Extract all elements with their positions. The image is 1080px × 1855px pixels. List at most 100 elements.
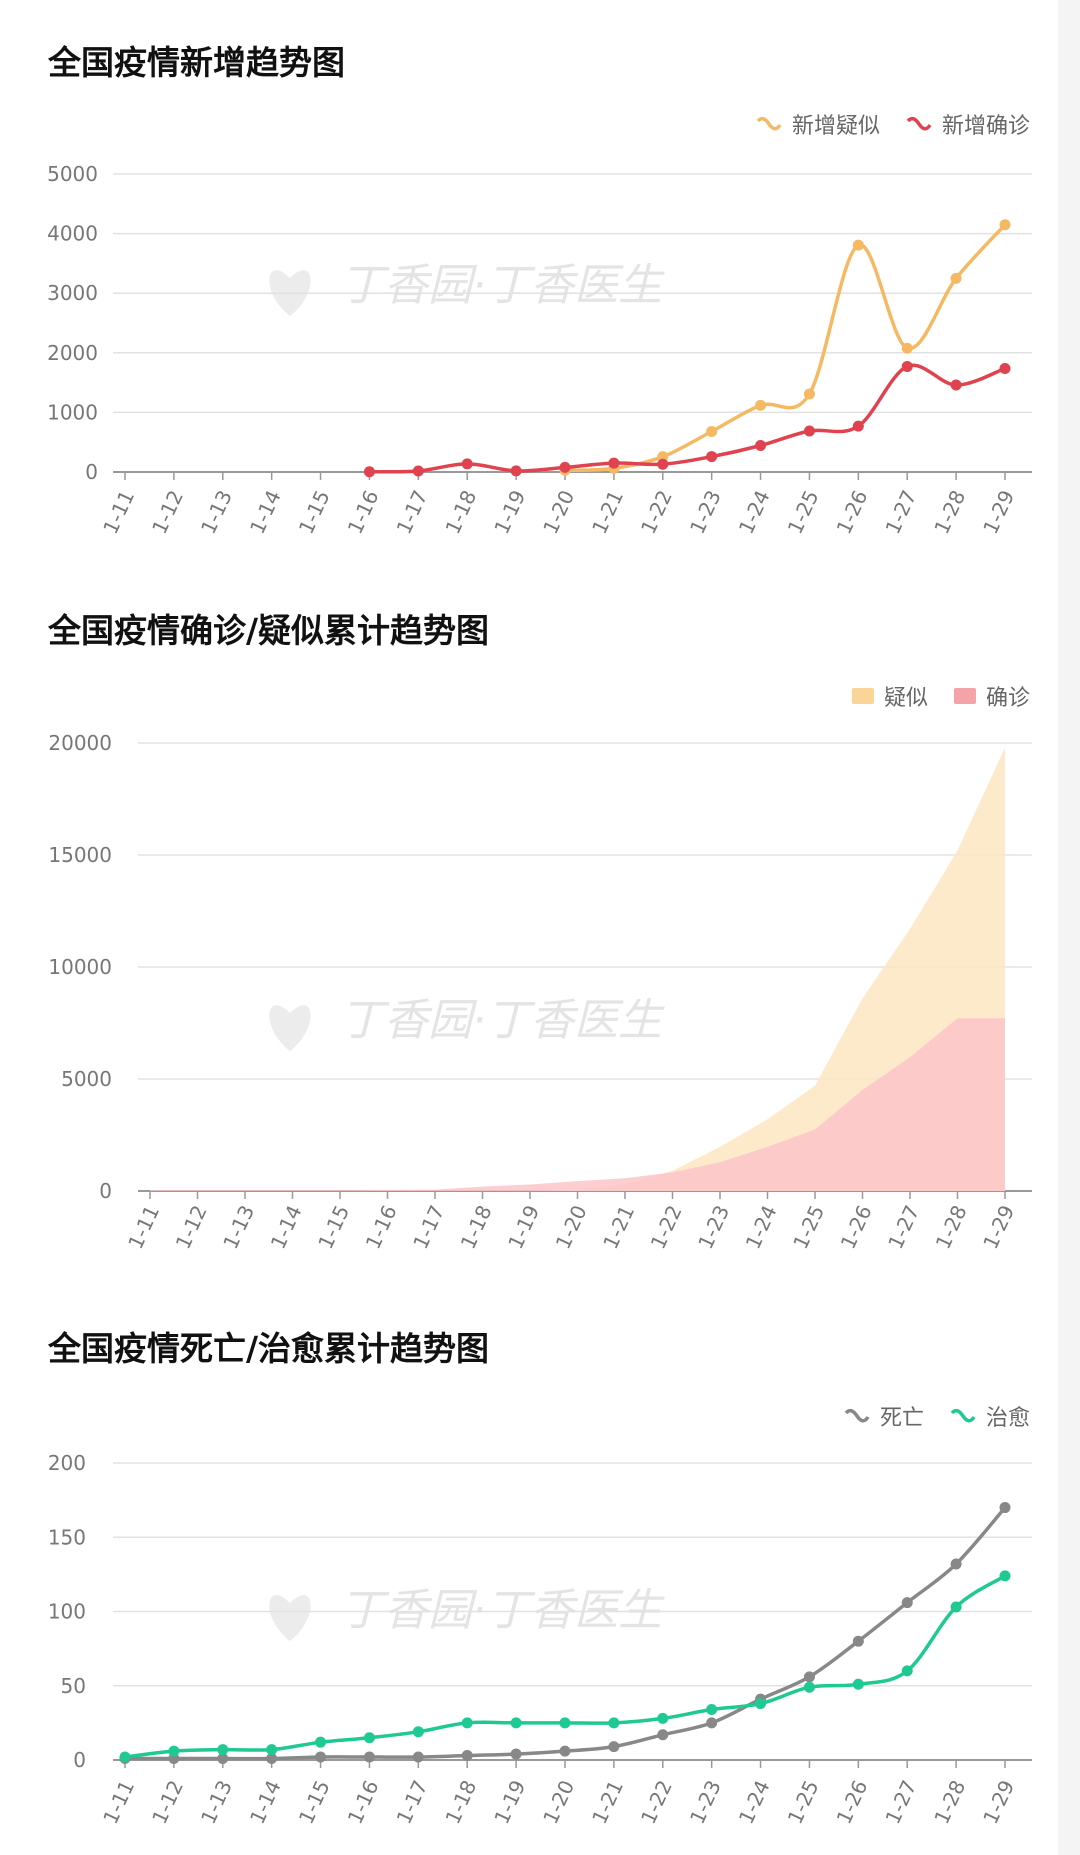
legend-label: 治愈 — [985, 1406, 1030, 1431]
data-point — [657, 458, 669, 470]
x-tick-label: 1-21 — [598, 1201, 639, 1252]
data-point — [901, 1597, 913, 1609]
x-tick-label: 1-11 — [98, 486, 139, 537]
legend-label: 新增疑似 — [791, 114, 880, 139]
watermark-logo-icon — [269, 1005, 311, 1051]
x-tick-label: 1-22 — [636, 1776, 677, 1827]
data-point — [461, 1750, 473, 1762]
data-point — [852, 1635, 864, 1647]
data-point — [803, 1681, 815, 1693]
chart-legend[interactable]: 疑似 确诊 — [851, 680, 1030, 712]
x-tick-label: 1-12 — [147, 1776, 188, 1827]
x-tick-label: 1-15 — [294, 1776, 335, 1827]
x-tick-label: 1-14 — [266, 1201, 307, 1252]
data-point — [657, 1729, 669, 1741]
data-point — [412, 1726, 424, 1738]
y-tick-label: 15000 — [48, 843, 112, 867]
x-tick-label: 1-20 — [538, 1776, 579, 1827]
x-tick-label: 1-26 — [832, 486, 873, 537]
x-tick-label: 1-15 — [313, 1201, 354, 1252]
series-line — [369, 363, 1006, 474]
x-tick-label: 1-25 — [783, 1776, 824, 1827]
data-point — [217, 1744, 229, 1756]
y-tick-label: 5000 — [47, 162, 98, 186]
y-tick-label: 150 — [48, 1525, 86, 1549]
data-point — [755, 399, 767, 411]
y-tick-label: 100 — [48, 1600, 86, 1624]
data-point — [363, 1751, 375, 1763]
data-point — [363, 1732, 375, 1744]
data-point — [412, 1751, 424, 1763]
data-point — [803, 425, 815, 437]
cumulative-cases-chart: 丁香园·丁香医生 0 5000 10000 15000 20000 1-11 1-12 1-13… — [48, 731, 1032, 1253]
legend-line-icon — [950, 1408, 976, 1423]
legend-item-recovered[interactable]: 治愈 — [950, 1400, 1030, 1432]
x-tick-label: 1-24 — [741, 1201, 782, 1252]
chart-title: 全国疫情确诊/疑似累计趋势图 — [48, 611, 490, 650]
data-point — [706, 1704, 718, 1716]
data-point — [217, 1753, 229, 1765]
data-point — [999, 1502, 1011, 1514]
x-tick-label: 1-21 — [587, 486, 628, 537]
x-tick-label: 1-11 — [98, 1776, 139, 1827]
y-tick-label: 50 — [61, 1674, 86, 1698]
data-point — [510, 1748, 522, 1760]
series-确诊 — [150, 1018, 1005, 1191]
data-point — [852, 420, 864, 432]
x-tick-label: 1-17 — [408, 1201, 449, 1252]
x-tick-label: 1-18 — [456, 1201, 497, 1252]
data-point — [168, 1745, 180, 1757]
x-tick-label: 1-25 — [788, 1201, 829, 1252]
data-point — [608, 1717, 620, 1729]
y-tick-label: 0 — [85, 460, 98, 484]
x-tick-label: 1-25 — [783, 486, 824, 537]
data-point — [999, 1570, 1011, 1582]
y-tick-label: 200 — [48, 1451, 86, 1475]
x-tick-label: 1-28 — [931, 1201, 972, 1252]
y-tick-label: 3000 — [47, 281, 98, 305]
legend-line-icon — [906, 116, 932, 131]
y-tick-label: 0 — [99, 1179, 112, 1203]
x-tick-label: 1-18 — [440, 486, 481, 537]
data-point — [950, 1601, 962, 1613]
x-tick-label: 1-24 — [734, 1776, 775, 1827]
data-point — [999, 219, 1011, 231]
data-point — [119, 1751, 131, 1763]
data-point — [755, 1698, 767, 1710]
legend-label: 新增确诊 — [941, 114, 1030, 139]
grid — [113, 1462, 1032, 1687]
data-point — [950, 272, 962, 284]
data-point — [559, 1717, 571, 1729]
x-tick-label: 1-11 — [123, 1201, 164, 1252]
chart-legend[interactable]: 新增疑似 新增确诊 — [756, 108, 1030, 140]
data-point — [266, 1753, 278, 1765]
new-cases-panel: 全国疫情新增趋势图 新增疑似 新增确诊 丁香园·丁香医生 0 1000 2000 300… — [0, 0, 1058, 590]
y-tick-label: 10000 — [48, 955, 112, 979]
data-point — [315, 1751, 327, 1763]
series-新增确诊 — [363, 360, 1011, 478]
watermark-logo-icon — [269, 1595, 311, 1641]
chart-legend[interactable]: 死亡 治愈 — [844, 1400, 1030, 1432]
y-tick-label: 2000 — [47, 341, 98, 365]
data-point — [608, 457, 620, 469]
x-tick-label: 1-22 — [636, 486, 677, 537]
legend-label: 死亡 — [879, 1406, 924, 1431]
x-tick-label: 1-13 — [196, 1776, 237, 1827]
legend-item-deaths[interactable]: 死亡 — [844, 1400, 924, 1432]
legend-item-suspected[interactable]: 疑似 — [851, 680, 928, 712]
x-tick-label: 1-20 — [551, 1201, 592, 1252]
x-tick-label: 1-19 — [489, 486, 530, 537]
x-tick-label: 1-24 — [734, 486, 775, 537]
x-tick-label: 1-26 — [836, 1201, 877, 1252]
watermark-text: 丁香园·丁香医生 — [340, 995, 665, 1046]
data-point — [461, 1717, 473, 1729]
x-tick-label: 1-17 — [392, 486, 433, 537]
x-tick-label: 1-19 — [503, 1201, 544, 1252]
legend-item-confirmed[interactable]: 确诊 — [953, 680, 1030, 712]
legend-swatch-icon — [851, 688, 874, 704]
x-tick-label: 1-27 — [880, 486, 921, 537]
legend-item-suspected[interactable]: 新增疑似 — [756, 108, 880, 140]
legend-item-confirmed[interactable]: 新增确诊 — [906, 108, 1030, 140]
data-point — [803, 388, 815, 400]
data-point — [559, 461, 571, 473]
